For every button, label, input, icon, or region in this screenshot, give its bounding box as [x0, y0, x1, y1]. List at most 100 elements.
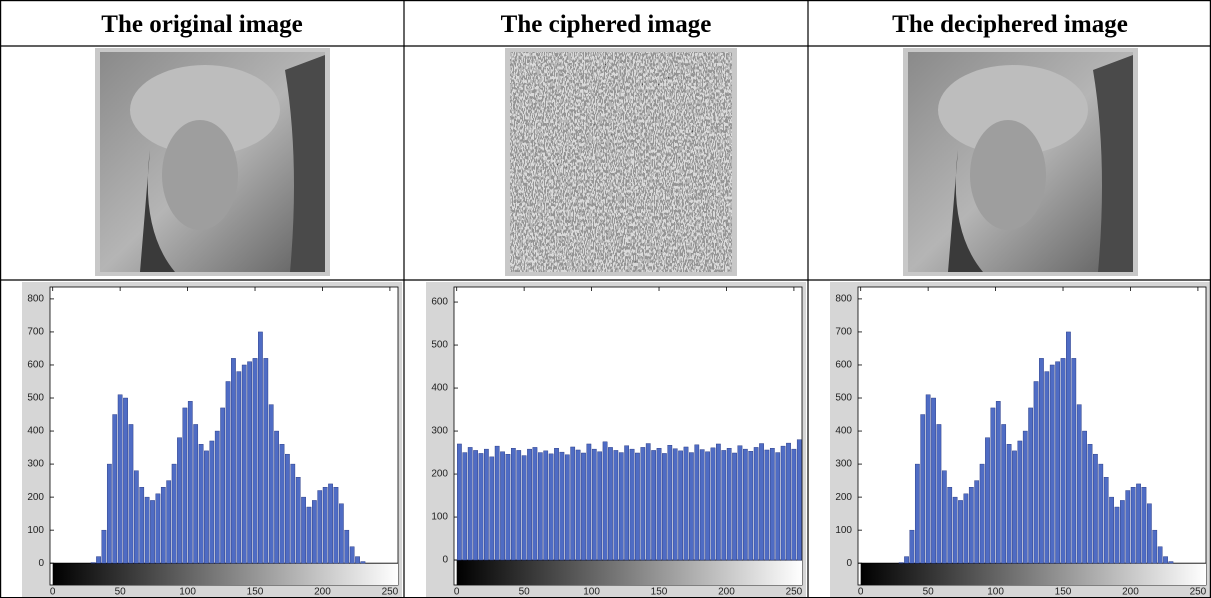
histogram-bar — [764, 449, 770, 561]
histogram-bar — [457, 443, 462, 561]
histogram-bar — [123, 397, 128, 564]
x-tick-label: 50 — [923, 587, 935, 598]
y-tick-label: 300 — [431, 426, 448, 437]
x-tick-label: 100 — [987, 587, 1004, 598]
histogram-bar — [1152, 529, 1158, 564]
histogram-bar — [629, 448, 635, 561]
histogram-bar — [193, 424, 199, 564]
histogram-bar — [312, 500, 317, 564]
y-tick-label: 700 — [27, 327, 44, 338]
histogram-bar — [1006, 444, 1012, 564]
histogram-bar — [689, 452, 694, 561]
histogram-bar — [1044, 371, 1050, 564]
histogram-bar — [968, 487, 974, 564]
y-tick-label: 100 — [27, 525, 44, 536]
ciphered-image — [505, 48, 737, 276]
histogram-bar — [478, 453, 484, 561]
histogram-bar — [591, 448, 597, 561]
x-tick-label: 250 — [786, 587, 803, 598]
histogram-bar — [1163, 556, 1168, 564]
column-header: The deciphered image — [892, 11, 1128, 38]
histogram-bar — [1001, 424, 1007, 564]
histogram-bar — [279, 444, 285, 564]
histogram-bar — [780, 445, 786, 561]
x-tick-label: 100 — [583, 587, 600, 598]
histogram-bar — [597, 451, 603, 561]
histogram-bar — [1055, 361, 1060, 564]
histogram-bar — [667, 445, 673, 561]
histogram-bar — [317, 490, 323, 564]
histogram-bar — [1130, 487, 1136, 564]
histogram-bar — [554, 448, 559, 561]
histogram-bar — [1049, 364, 1055, 564]
y-tick-label: 300 — [27, 459, 44, 470]
histogram-bar — [484, 448, 489, 561]
histogram-bar — [914, 463, 920, 564]
histogram-bar — [1039, 358, 1044, 564]
histogram-bar — [187, 401, 193, 564]
histogram-bar — [769, 448, 775, 561]
histogram-bar — [640, 447, 646, 561]
y-tick-label: 500 — [431, 340, 448, 351]
histogram-bar — [139, 487, 145, 564]
histogram-bar — [1114, 506, 1120, 564]
x-tick-label: 200 — [314, 587, 331, 598]
original-image — [95, 48, 330, 276]
histogram-bar — [112, 414, 118, 564]
histogram-bar — [117, 394, 123, 564]
histogram-bar — [974, 480, 980, 564]
histogram-bar — [559, 451, 565, 561]
histogram-bar — [958, 500, 963, 564]
y-tick-label: 600 — [431, 297, 448, 308]
histogram-bar — [177, 437, 182, 564]
histogram-bar — [931, 397, 936, 564]
histogram-bar — [963, 493, 969, 564]
histogram-bar — [133, 470, 139, 564]
y-tick-label: 400 — [27, 426, 44, 437]
histogram-bar — [1146, 503, 1152, 564]
histogram-bar — [904, 556, 909, 564]
histogram-bar — [241, 364, 247, 564]
x-tick-label: 50 — [519, 587, 531, 598]
deciphered-image — [903, 48, 1138, 276]
histogram-bar — [548, 453, 554, 561]
x-tick-label: 100 — [179, 587, 196, 598]
histogram-bar — [581, 452, 586, 561]
histogram-bar — [995, 401, 1001, 564]
histogram-bar — [1017, 440, 1023, 564]
histogram-bar — [516, 450, 522, 561]
histogram-bar — [624, 445, 630, 561]
histogram-bar — [732, 452, 737, 561]
histogram-bar — [1136, 483, 1141, 564]
column-header: The original image — [101, 11, 302, 38]
histogram-bar — [683, 446, 689, 561]
histogram-bar — [564, 454, 570, 561]
x-tick-label: 150 — [1055, 587, 1072, 598]
histogram-bar — [144, 496, 150, 564]
histogram-bar — [1109, 496, 1114, 564]
histogram-bar — [710, 447, 716, 561]
y-tick-label: 0 — [442, 555, 448, 566]
y-tick-label: 400 — [835, 426, 852, 437]
x-tick-label: 150 — [247, 587, 264, 598]
histogram-bar — [231, 358, 236, 564]
histogram-bar — [527, 448, 532, 561]
x-tick-label: 200 — [1122, 587, 1139, 598]
histogram-bar — [247, 361, 252, 564]
histogram-bar — [662, 453, 667, 561]
histogram-bar — [543, 450, 549, 561]
histogram-bar — [171, 463, 177, 564]
y-tick-label: 400 — [431, 383, 448, 394]
histogram-bar — [1066, 331, 1071, 564]
histogram-bar — [521, 455, 527, 561]
histogram-bar — [204, 450, 209, 564]
histogram-bar — [947, 487, 953, 564]
histogram-bar — [952, 496, 958, 564]
histogram-bar — [225, 381, 231, 564]
histogram-bar — [726, 448, 732, 561]
histogram-bar — [274, 430, 279, 564]
y-tick-label: 500 — [835, 393, 852, 404]
histogram-bar — [258, 331, 263, 564]
histogram-bar — [678, 450, 683, 561]
histogram-bar — [941, 470, 947, 564]
